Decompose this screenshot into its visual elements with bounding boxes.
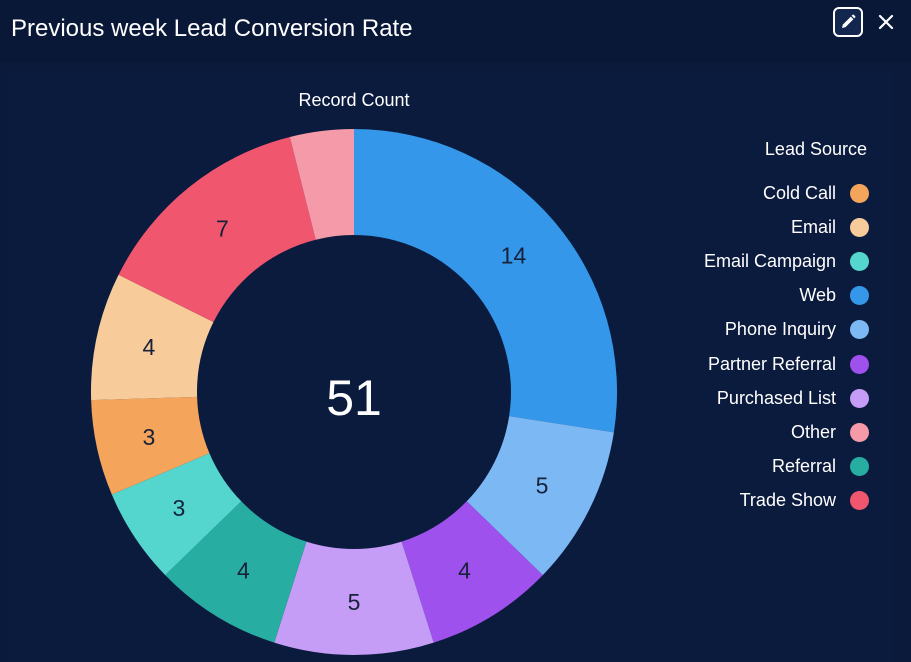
legend-item[interactable]: Referral (649, 450, 869, 484)
legend-swatch (850, 388, 869, 408)
legend-label: Referral (771, 456, 836, 477)
legend-item[interactable]: Web (649, 279, 869, 313)
legend-label: Web (799, 285, 836, 306)
slice-value-label: 4 (237, 558, 250, 584)
donut-slice-cold-call[interactable] (91, 396, 210, 495)
page-title: Previous week Lead Conversion Rate (11, 15, 413, 42)
legend-label: Email Campaign (703, 250, 836, 271)
legend-swatch (850, 354, 869, 374)
slice-value-label: 5 (348, 589, 361, 615)
center-total: 51 (326, 370, 382, 426)
edit-button[interactable] (833, 7, 863, 37)
legend-item[interactable]: Email Campaign (649, 244, 869, 278)
legend-swatch (850, 217, 869, 237)
donut-slice-purchased-list[interactable] (274, 541, 434, 655)
legend-label: Partner Referral (707, 353, 836, 374)
header-bar: Previous week Lead Conversion Rate (0, 0, 911, 62)
legend-label: Other (790, 421, 836, 442)
donut-slice-other[interactable] (289, 129, 354, 240)
slice-value-label: 3 (173, 495, 186, 521)
legend-item[interactable]: Other (649, 415, 869, 449)
legend-label: Trade Show (739, 490, 836, 511)
legend-item[interactable]: Cold Call (649, 176, 869, 210)
legend-label: Purchased List (716, 387, 836, 408)
legend-item[interactable]: Phone Inquiry (649, 313, 869, 347)
donut-slice-trade-show[interactable] (118, 136, 316, 323)
chart-title: Record Count (298, 90, 409, 110)
slice-value-label: 3 (142, 424, 155, 450)
legend-item[interactable]: Email (649, 210, 869, 244)
donut-slice-phone-inquiry[interactable] (466, 416, 614, 576)
legend: Cold Call Email Email Campaign Web Phone Inq… (649, 176, 869, 518)
slice-value-label: 4 (142, 334, 155, 360)
legend-swatch (850, 320, 869, 340)
legend-item[interactable]: Trade Show (649, 484, 869, 518)
legend-title: Lead Source (764, 139, 867, 159)
chart-panel: Record Count 14 5 4 5 4 3 3 4 7 51 Lead Source C… (8, 70, 893, 662)
close-button[interactable] (873, 9, 899, 35)
donut-slice-email[interactable] (90, 274, 214, 401)
donut-slice-email-campaign[interactable] (111, 453, 242, 576)
donut-slice-web[interactable] (354, 129, 617, 433)
donut-slice-referral[interactable] (165, 501, 307, 643)
legend-swatch (850, 491, 869, 511)
slice-value-label: 7 (216, 215, 229, 241)
pencil-icon (842, 14, 856, 28)
legend-label: Phone Inquiry (724, 319, 836, 340)
legend-label: Cold Call (762, 182, 836, 203)
legend-swatch (850, 251, 869, 271)
legend-item[interactable]: Partner Referral (649, 347, 869, 381)
donut-slice-partner-referral[interactable] (401, 501, 543, 643)
legend-swatch (850, 183, 869, 203)
legend-swatch (850, 457, 869, 477)
slice-value-label: 5 (536, 473, 549, 499)
legend-label: Email (790, 216, 836, 237)
slice-value-label: 4 (458, 558, 471, 584)
legend-swatch (850, 286, 869, 306)
donut-chart: Record Count 14 5 4 5 4 3 3 4 7 51 (90, 90, 617, 655)
legend-swatch (850, 422, 869, 442)
legend-item[interactable]: Purchased List (649, 381, 869, 415)
close-icon (878, 14, 894, 30)
slice-value-label: 14 (501, 242, 527, 268)
